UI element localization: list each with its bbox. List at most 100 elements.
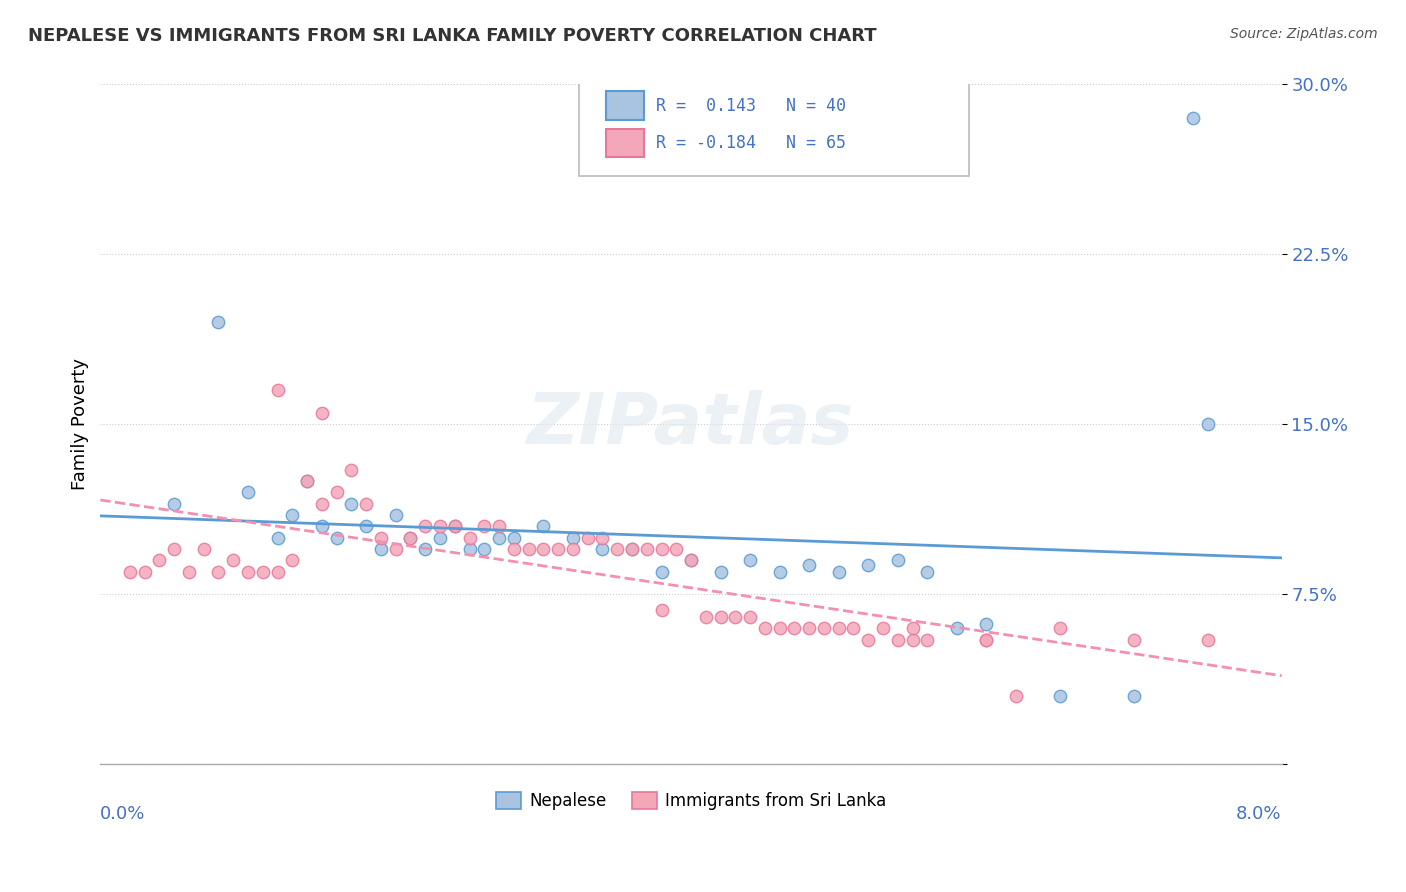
- Point: [384, 508, 406, 522]
- Point: [531, 519, 554, 533]
- Point: [340, 497, 363, 511]
- Point: [650, 603, 672, 617]
- Point: [1182, 112, 1205, 126]
- Point: [561, 531, 583, 545]
- Text: 0.0%: 0.0%: [100, 805, 146, 823]
- FancyBboxPatch shape: [606, 91, 644, 120]
- Point: [488, 519, 510, 533]
- Point: [517, 541, 540, 556]
- Point: [354, 497, 377, 511]
- Point: [547, 541, 569, 556]
- Point: [976, 632, 998, 647]
- Point: [399, 531, 422, 545]
- Point: [591, 531, 613, 545]
- Point: [148, 553, 170, 567]
- Point: [620, 541, 643, 556]
- Point: [266, 565, 288, 579]
- Point: [370, 531, 392, 545]
- Point: [636, 541, 658, 556]
- Point: [679, 553, 702, 567]
- Point: [311, 519, 333, 533]
- Point: [858, 632, 880, 647]
- Point: [858, 558, 880, 572]
- Point: [724, 610, 747, 624]
- Point: [472, 541, 495, 556]
- Point: [429, 531, 451, 545]
- Point: [163, 541, 186, 556]
- Point: [813, 621, 835, 635]
- Point: [429, 519, 451, 533]
- Text: NEPALESE VS IMMIGRANTS FROM SRI LANKA FAMILY POVERTY CORRELATION CHART: NEPALESE VS IMMIGRANTS FROM SRI LANKA FA…: [28, 27, 877, 45]
- Point: [266, 531, 288, 545]
- Point: [650, 565, 672, 579]
- Point: [709, 565, 731, 579]
- Text: R = -0.184   N = 65: R = -0.184 N = 65: [655, 134, 845, 152]
- Point: [340, 463, 363, 477]
- Text: Source: ZipAtlas.com: Source: ZipAtlas.com: [1230, 27, 1378, 41]
- Point: [325, 485, 347, 500]
- Point: [443, 519, 465, 533]
- Point: [887, 632, 910, 647]
- Point: [502, 531, 524, 545]
- Legend: Nepalese, Immigrants from Sri Lanka: Nepalese, Immigrants from Sri Lanka: [489, 786, 893, 817]
- Point: [576, 531, 599, 545]
- Text: ZIPatlas: ZIPatlas: [527, 390, 855, 458]
- Point: [370, 541, 392, 556]
- Point: [679, 553, 702, 567]
- Point: [399, 531, 422, 545]
- Point: [561, 541, 583, 556]
- Point: [177, 565, 200, 579]
- Point: [443, 519, 465, 533]
- Point: [828, 621, 851, 635]
- Point: [252, 565, 274, 579]
- Point: [887, 553, 910, 567]
- Point: [1197, 417, 1219, 432]
- Point: [591, 541, 613, 556]
- Point: [311, 406, 333, 420]
- Point: [769, 621, 792, 635]
- Point: [236, 485, 259, 500]
- Text: 8.0%: 8.0%: [1236, 805, 1282, 823]
- Point: [458, 541, 481, 556]
- Point: [295, 474, 318, 488]
- Point: [917, 565, 939, 579]
- Point: [1197, 632, 1219, 647]
- Point: [828, 565, 851, 579]
- Point: [1049, 621, 1071, 635]
- Point: [134, 565, 156, 579]
- Point: [740, 553, 762, 567]
- Point: [413, 519, 436, 533]
- Point: [281, 553, 304, 567]
- Point: [163, 497, 186, 511]
- Point: [222, 553, 245, 567]
- Text: R =  0.143   N = 40: R = 0.143 N = 40: [655, 96, 845, 114]
- Point: [502, 541, 524, 556]
- Point: [531, 541, 554, 556]
- FancyBboxPatch shape: [606, 128, 644, 157]
- Point: [1123, 690, 1146, 704]
- Point: [650, 541, 672, 556]
- Point: [207, 565, 229, 579]
- Point: [472, 519, 495, 533]
- Point: [976, 616, 998, 631]
- Point: [413, 541, 436, 556]
- Point: [620, 541, 643, 556]
- FancyBboxPatch shape: [579, 74, 969, 177]
- Point: [783, 621, 806, 635]
- Point: [709, 610, 731, 624]
- Point: [799, 558, 821, 572]
- Y-axis label: Family Poverty: Family Poverty: [72, 359, 89, 491]
- Point: [488, 531, 510, 545]
- Point: [754, 621, 776, 635]
- Point: [606, 541, 628, 556]
- Point: [917, 632, 939, 647]
- Point: [799, 621, 821, 635]
- Point: [354, 519, 377, 533]
- Point: [207, 315, 229, 329]
- Point: [1123, 632, 1146, 647]
- Point: [740, 610, 762, 624]
- Point: [901, 632, 924, 647]
- Point: [695, 610, 717, 624]
- Point: [193, 541, 215, 556]
- Point: [946, 621, 969, 635]
